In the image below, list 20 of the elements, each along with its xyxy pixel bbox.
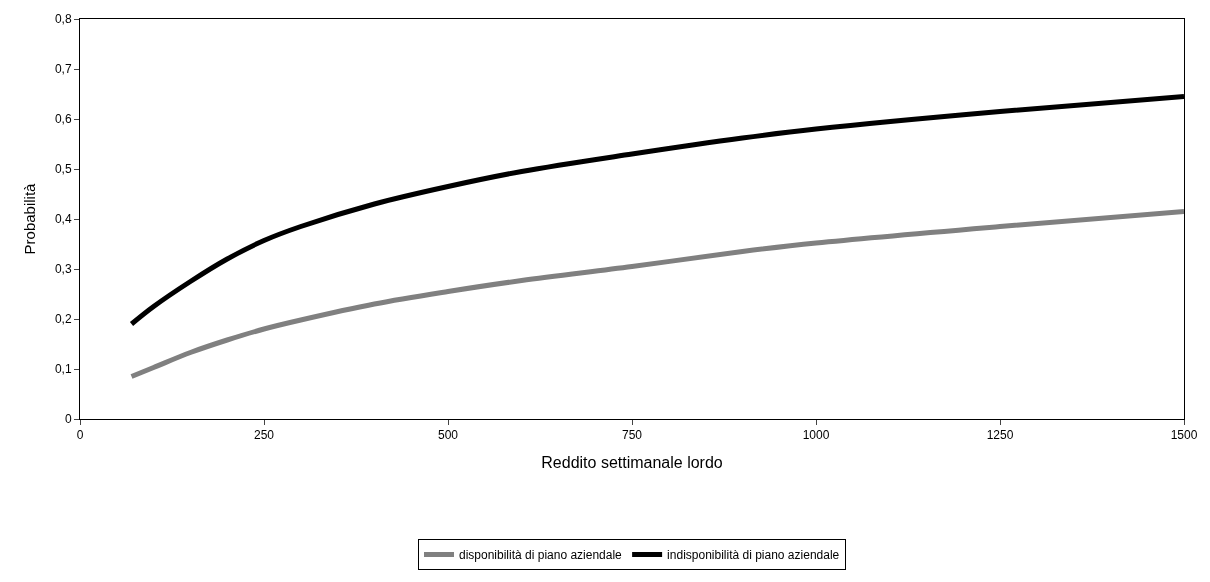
x-tick-label: 750 bbox=[621, 428, 643, 443]
legend-label: disponibilità di piano aziendale bbox=[459, 548, 623, 563]
x-tick-label: 1250 bbox=[986, 428, 1014, 443]
y-axis-title: Probabilità bbox=[21, 182, 39, 255]
x-tick-label: 1000 bbox=[802, 428, 830, 443]
x-tick-label: 1500 bbox=[1170, 428, 1198, 443]
y-tick-label: 0,8 bbox=[54, 12, 72, 27]
y-tick-label: 0 bbox=[64, 412, 72, 427]
y-tick-label: 0,6 bbox=[54, 112, 72, 127]
y-tick-label: 0,7 bbox=[54, 62, 72, 77]
x-axis-title: Reddito settimanale lordo bbox=[541, 454, 723, 472]
y-tick-label: 0,2 bbox=[54, 312, 72, 327]
x-tick-label: 0 bbox=[76, 428, 84, 443]
y-tick-label: 0,3 bbox=[54, 262, 72, 277]
y-tick-label: 0,4 bbox=[54, 212, 72, 227]
legend-label: indisponibilità di piano aziendale bbox=[667, 548, 840, 563]
x-tick-label: 250 bbox=[253, 428, 275, 443]
x-tick-label: 500 bbox=[437, 428, 459, 443]
y-tick-label: 0,5 bbox=[54, 162, 72, 177]
y-tick-label: 0,1 bbox=[54, 362, 72, 377]
